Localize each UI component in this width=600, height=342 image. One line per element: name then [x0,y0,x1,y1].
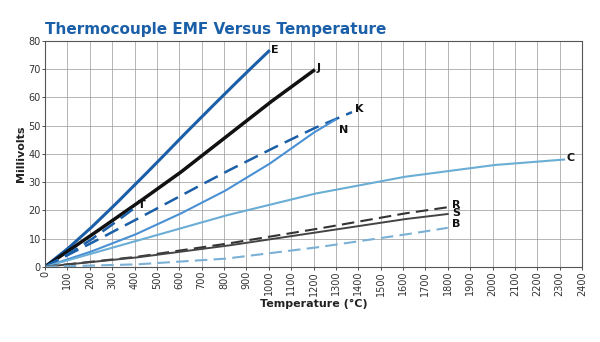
Text: R: R [452,200,461,210]
Text: S: S [452,208,460,218]
Text: T: T [138,200,146,210]
Text: J: J [317,63,321,73]
Text: C: C [566,153,574,163]
Text: Thermocouple EMF Versus Temperature: Thermocouple EMF Versus Temperature [45,22,386,37]
Text: B: B [452,220,461,229]
Text: K: K [355,104,364,114]
X-axis label: Temperature (°C): Temperature (°C) [260,299,367,308]
Text: E: E [271,44,278,54]
Y-axis label: Millivolts: Millivolts [16,126,26,182]
Text: N: N [339,125,349,135]
